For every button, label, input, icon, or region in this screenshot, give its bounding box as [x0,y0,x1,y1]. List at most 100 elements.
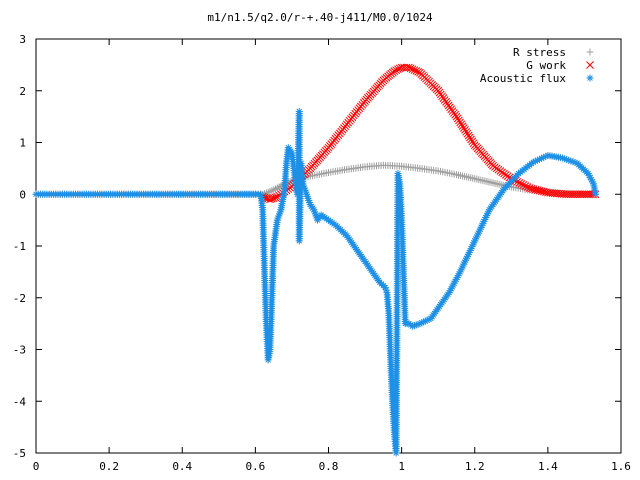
x-tick-label: 1.2 [465,460,485,473]
y-tick-label: -2 [13,292,26,305]
data-point [423,316,431,324]
data-point [517,180,526,188]
data-point [476,225,484,233]
data-point [565,156,573,164]
legend-marker [586,48,594,56]
data-point [455,270,463,278]
data-point [412,321,420,329]
data-point [271,185,279,193]
data-point [266,188,274,196]
data-point [484,208,492,216]
data-point [454,272,462,280]
data-point [416,320,424,328]
data-point [300,184,308,192]
data-point [482,214,490,222]
data-point [519,181,528,189]
data-point [563,156,571,164]
data-point [449,281,457,289]
x-tick-label: 1.6 [611,460,631,473]
data-point [301,186,309,194]
legend-marker [586,61,594,69]
data-point [584,170,592,178]
data-point [523,183,532,191]
data-point [450,279,458,287]
data-point [538,154,546,162]
data-point [475,227,483,235]
data-point [390,67,399,75]
data-point [461,258,469,266]
x-tick-label: 0.8 [319,460,339,473]
data-point [304,194,312,202]
data-point [479,219,487,227]
data-point [542,152,550,160]
x-tick-label: 1.4 [538,460,558,473]
data-point [588,178,596,186]
x-tick-label: 1 [398,460,405,473]
data-point [273,216,281,224]
x-tick-label: 0 [33,460,40,473]
data-point [540,153,548,161]
data-point [474,229,482,237]
data-point [405,63,413,72]
data-point [409,322,417,330]
data-point [587,176,595,184]
data-point [571,158,579,166]
data-point [414,320,422,328]
data-point [447,285,455,293]
data-point [311,210,319,218]
data-point [521,182,530,190]
data-point [418,319,426,327]
data-point [446,287,454,295]
data-point [471,237,479,245]
data-point [467,245,475,253]
series-acoustic-flux [32,107,599,457]
data-point [425,315,433,323]
data-point [300,182,308,190]
data-point [472,235,480,243]
data-point [463,252,471,260]
data-point [408,65,417,74]
y-tick-label: -4 [13,395,27,408]
data-point [394,65,402,74]
data-point [457,266,465,274]
data-point [274,214,282,222]
data-point [536,155,544,163]
y-tick-label: -3 [13,344,26,357]
data-point [451,277,459,285]
data-point [310,206,318,214]
data-point [276,210,284,218]
data-point [303,192,311,200]
y-tick-label: 0 [19,188,26,201]
data-point [453,274,461,282]
data-point [414,67,422,76]
data-point [410,322,418,330]
data-point [464,250,472,258]
data-point [484,210,492,218]
x-tick-label: 0.2 [99,460,119,473]
data-point [533,156,541,164]
y-tick-label: 1 [19,137,26,150]
data-point [567,157,575,165]
data-point [458,264,466,272]
data-point [559,154,566,162]
data-point [303,190,311,198]
data-point [302,188,310,196]
data-point [445,289,453,297]
data-point [466,247,474,255]
data-point [459,262,467,270]
data-point [463,254,471,262]
x-tick-label: 0.6 [245,460,265,473]
data-point [478,221,486,229]
data-point [421,317,429,325]
chart-title: m1/n1.5/q2.0/r-+.40-j411/M0.0/1024 [207,11,433,24]
legend-label: Acoustic flux [480,72,566,85]
data-point [452,275,460,283]
data-point [275,212,283,220]
data-point [412,67,421,75]
data-point [311,208,319,216]
series-layer [32,63,600,457]
data-point [406,64,415,73]
data-point [448,283,456,291]
